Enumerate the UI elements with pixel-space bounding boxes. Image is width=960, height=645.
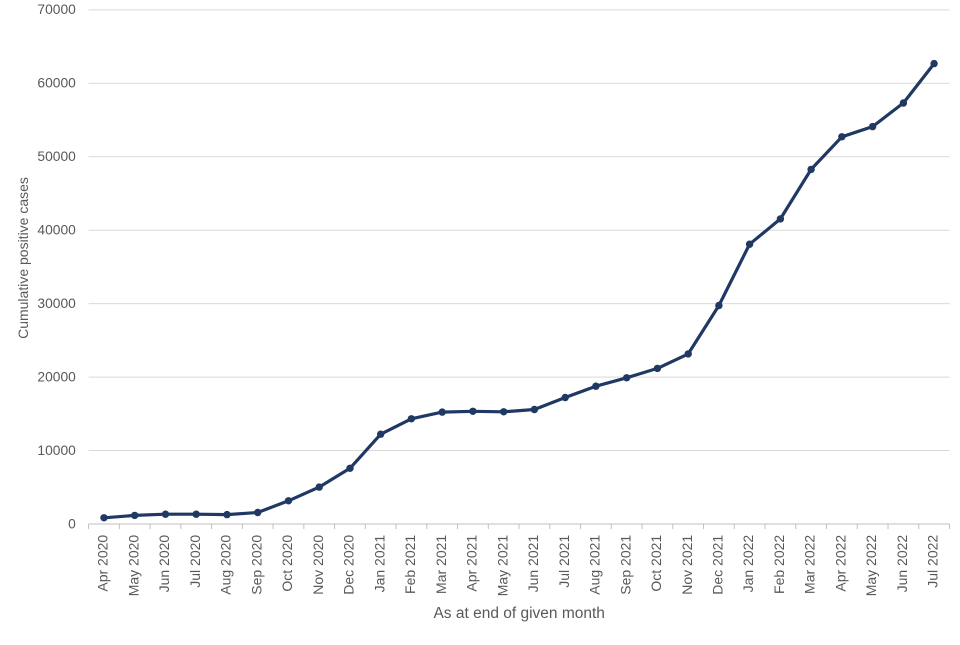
svg-text:30000: 30000 [37,296,76,311]
svg-text:Oct 2021: Oct 2021 [648,535,664,592]
svg-text:May 2020: May 2020 [125,535,141,597]
svg-text:Jun 2022: Jun 2022 [894,535,910,593]
svg-text:10000: 10000 [37,443,76,458]
svg-text:60000: 60000 [37,76,76,91]
svg-text:Nov 2020: Nov 2020 [310,535,326,595]
svg-text:Apr 2021: Apr 2021 [464,535,480,592]
svg-text:May 2022: May 2022 [863,535,879,597]
svg-text:Jan 2021: Jan 2021 [371,535,387,593]
svg-text:Jun 2021: Jun 2021 [525,535,541,593]
svg-text:40000: 40000 [37,223,76,238]
svg-text:Mar 2021: Mar 2021 [433,535,449,594]
svg-text:Sep 2021: Sep 2021 [617,535,633,595]
svg-text:0: 0 [68,516,76,531]
svg-text:Dec 2020: Dec 2020 [341,535,357,595]
svg-text:70000: 70000 [37,2,76,17]
svg-text:Apr 2022: Apr 2022 [833,535,849,592]
svg-text:Apr 2020: Apr 2020 [95,535,111,592]
svg-text:Aug 2020: Aug 2020 [218,535,234,595]
svg-text:Jan 2022: Jan 2022 [740,535,756,593]
svg-text:Oct 2020: Oct 2020 [279,535,295,592]
svg-text:Cumulative positive cases: Cumulative positive cases [15,177,31,339]
svg-text:Feb 2021: Feb 2021 [402,535,418,594]
svg-text:Jun 2020: Jun 2020 [156,535,172,593]
svg-text:20000: 20000 [37,370,76,385]
svg-text:Jul 2020: Jul 2020 [187,535,203,588]
svg-text:Dec 2021: Dec 2021 [710,535,726,595]
svg-text:As at end of given month: As at end of given month [433,605,604,622]
svg-text:Jul 2022: Jul 2022 [925,535,941,588]
svg-text:Feb 2022: Feb 2022 [771,535,787,594]
svg-text:Jul 2021: Jul 2021 [556,535,572,588]
svg-text:Mar 2022: Mar 2022 [802,535,818,594]
svg-text:Nov 2021: Nov 2021 [679,535,695,595]
svg-text:Sep 2020: Sep 2020 [248,535,264,595]
svg-text:May 2021: May 2021 [494,535,510,597]
svg-text:50000: 50000 [37,149,76,164]
svg-text:Aug 2021: Aug 2021 [587,535,603,595]
